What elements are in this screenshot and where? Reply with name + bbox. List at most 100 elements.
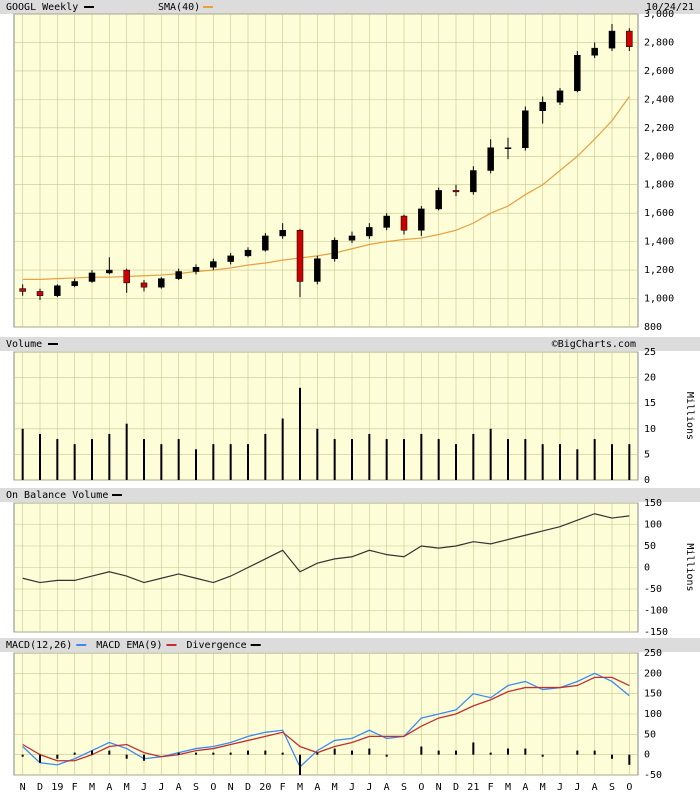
candle-body	[366, 227, 373, 237]
y-tick-label: 2,600	[644, 66, 674, 77]
volume-bar	[212, 444, 215, 480]
x-tick-label: N	[436, 782, 442, 793]
x-tick-label: O	[626, 782, 632, 793]
x-tick-label: J	[158, 782, 164, 793]
y-tick-label: -150	[644, 627, 668, 638]
y-tick-label: 3,000	[644, 9, 674, 20]
panel-header	[0, 0, 700, 14]
volume-bar	[524, 439, 527, 480]
x-tick-label: F	[72, 782, 78, 793]
divergence-bar	[264, 750, 267, 755]
candle-body	[88, 272, 96, 282]
y-tick-label: -100	[644, 606, 668, 617]
volume-bar	[247, 444, 249, 480]
x-tick-label: D	[245, 782, 251, 793]
divergence-bar	[385, 754, 388, 757]
candle-body	[556, 90, 564, 103]
divergence-bar	[576, 750, 579, 755]
y-tick-label: 0	[644, 750, 650, 761]
divergence-bar	[143, 754, 145, 761]
y-tick-label: 2,000	[644, 151, 674, 162]
divergence-bar	[611, 754, 613, 759]
divergence-bar	[281, 752, 284, 755]
x-tick-label: 20	[259, 782, 271, 793]
volume-bar	[489, 428, 492, 480]
volume-bar	[593, 439, 596, 480]
volume-bar	[403, 439, 405, 480]
y-tick-label: 1,200	[644, 265, 674, 276]
divergence-bar	[21, 754, 24, 757]
x-tick-label: 19	[51, 782, 63, 793]
chart-title: On Balance Volume	[6, 490, 108, 501]
candle-body	[574, 55, 581, 92]
volume-bar	[351, 439, 353, 480]
x-tick-label: J	[557, 782, 563, 793]
volume-bar	[541, 444, 544, 480]
volume-bar	[420, 433, 423, 480]
candle-body	[175, 271, 182, 279]
legend-label: MACD EMA(9)	[96, 640, 162, 651]
divergence-bar	[177, 752, 180, 755]
candle-body	[608, 30, 616, 49]
plot-area	[13, 13, 639, 328]
y-tick-label: 250	[644, 648, 662, 659]
legend-label: Divergence	[186, 640, 246, 651]
panel-header	[0, 638, 700, 652]
divergence-bar	[593, 750, 596, 755]
plot-area	[13, 351, 639, 481]
volume-bar	[143, 439, 145, 480]
panel-header	[0, 337, 700, 351]
divergence-bar	[125, 754, 128, 759]
candle-body	[71, 281, 78, 286]
volume-bar	[437, 439, 440, 480]
y-tick-label: 2,800	[644, 37, 674, 48]
divergence-bar	[212, 752, 215, 755]
y-tick-label: 15	[644, 398, 656, 409]
candle-body	[123, 269, 130, 284]
x-tick-label: J	[349, 782, 355, 793]
divergence-bar	[333, 748, 336, 755]
x-tick-label: F	[488, 782, 494, 793]
volume-bar	[299, 387, 301, 480]
divergence-bar	[316, 752, 319, 755]
x-tick-label: S	[401, 782, 407, 793]
y-tick-label: 150	[644, 498, 662, 509]
x-tick-label: N	[20, 782, 26, 793]
candle-body	[314, 258, 321, 282]
divergence-bar	[368, 748, 371, 755]
x-tick-label: J	[574, 782, 580, 793]
chart-date: 10/24/21	[646, 2, 694, 13]
y-tick-label: 10	[644, 424, 656, 435]
chart-title: GOOGL Weekly	[6, 2, 78, 13]
x-tick-label: O	[210, 782, 216, 793]
divergence-bar	[91, 750, 93, 755]
divergence-bar	[541, 754, 544, 757]
candle-body	[54, 285, 61, 296]
volume-bar	[73, 444, 76, 480]
divergence-bar	[455, 750, 457, 755]
y-tick-label: 200	[644, 668, 662, 679]
chart-title: Volume	[6, 339, 42, 350]
candle-body	[470, 170, 477, 193]
y-tick-label: 2,400	[644, 94, 674, 105]
volume-bar	[160, 444, 163, 480]
y-tick-label: 25	[644, 347, 656, 358]
y-tick-label: 150	[644, 689, 662, 700]
candle-body	[296, 230, 304, 282]
divergence-bar	[489, 752, 492, 755]
volume-bar	[195, 449, 197, 480]
candle-body	[140, 282, 148, 288]
candle-body	[435, 190, 442, 210]
macd-line	[22, 676, 630, 762]
y-tick-label: 2,200	[644, 123, 674, 134]
candle-body	[539, 101, 546, 111]
macd-line	[22, 672, 630, 768]
x-tick-label: M	[505, 782, 511, 793]
obv-line	[22, 513, 630, 584]
x-tick-label: 21	[467, 782, 479, 793]
x-tick-label: M	[89, 782, 95, 793]
volume-bar	[385, 439, 388, 480]
volume-bar	[507, 439, 509, 480]
candle-body	[626, 30, 633, 47]
divergence-bar	[247, 750, 249, 755]
